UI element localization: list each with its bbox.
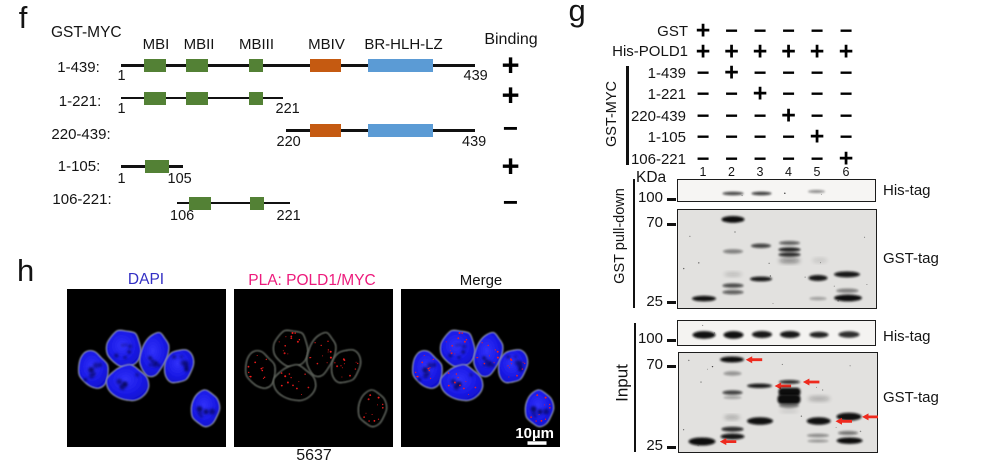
svg-text:10µm: 10µm: [515, 425, 554, 442]
